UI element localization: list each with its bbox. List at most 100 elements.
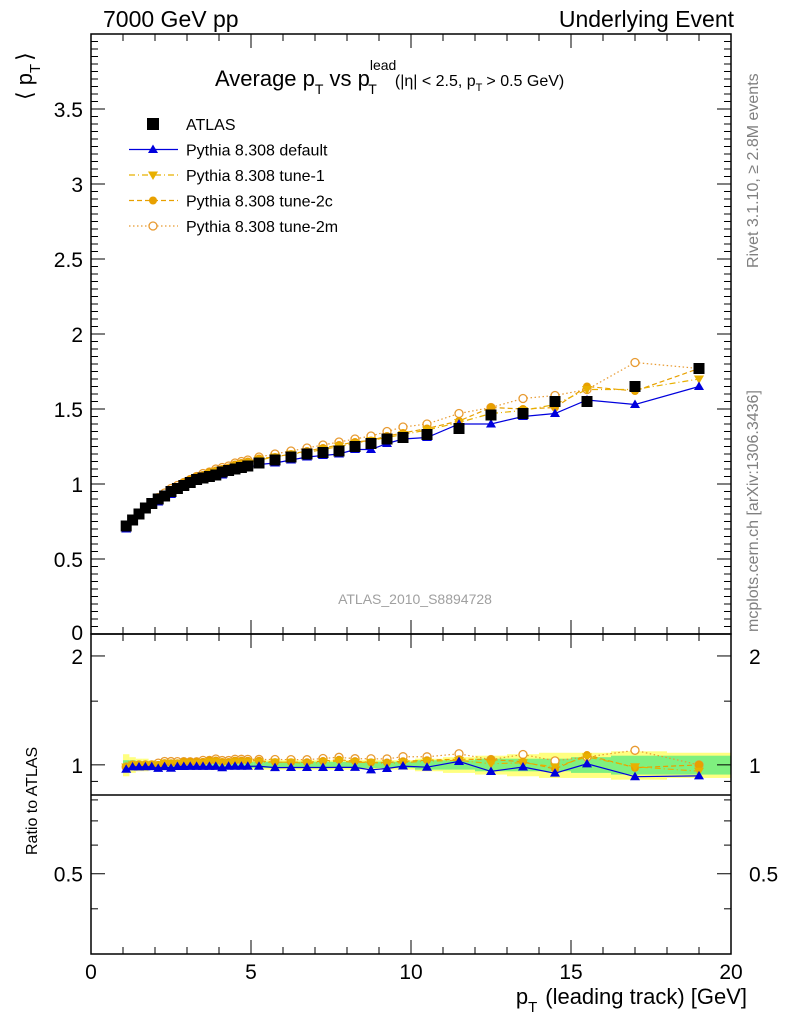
main-y-label-open: ⟨ p bbox=[12, 73, 37, 100]
data-point-atlas bbox=[301, 448, 313, 460]
main-title: Average pT vs plead T (|η| < 2.5, pT > 0.5 G… bbox=[215, 57, 564, 97]
ratio-y-label: Ratio to ATLAS bbox=[24, 747, 41, 855]
ratio-band-inner bbox=[415, 760, 443, 770]
main-title-cuts-sub: T bbox=[476, 82, 483, 94]
ratio-point-default bbox=[210, 761, 221, 770]
legend-label-tune2c: Pythia 8.308 tune-2c bbox=[186, 194, 333, 211]
ratio-point-default bbox=[127, 761, 138, 771]
watermark: ATLAS_2010_S8894728 bbox=[338, 591, 492, 607]
data-point-atlas bbox=[165, 486, 177, 497]
ratio-y-tick-label-left: 0.5 bbox=[54, 864, 83, 887]
legend-label-tune1: Pythia 8.308 tune-1 bbox=[186, 168, 325, 185]
ratio-point-default bbox=[140, 761, 151, 771]
data-point-atlas bbox=[317, 447, 329, 458]
main-y-label-sub: T bbox=[27, 64, 44, 73]
main-title-sup: lead bbox=[370, 57, 396, 73]
ratio-point-default bbox=[398, 761, 408, 770]
main-y-tick-label-zero: 0 bbox=[71, 622, 83, 645]
ratio-point-tune2m bbox=[630, 745, 640, 755]
data-point-default bbox=[630, 399, 640, 408]
main-y-ticks: 0.5 1 1.5 2 2.5 3 3.5 0 bbox=[54, 41, 731, 645]
ratio-point-default bbox=[366, 764, 376, 774]
ratio-y-tick-label-left: 2 bbox=[71, 646, 83, 669]
ratio-point-tune1 bbox=[334, 757, 344, 767]
main-title-vs: vs p bbox=[329, 66, 369, 91]
data-point-atlas bbox=[146, 498, 158, 509]
data-point-atlas bbox=[184, 477, 196, 488]
ratio-plot-frame bbox=[90, 633, 732, 955]
data-point-atlas bbox=[365, 438, 377, 449]
ratio-plot-panel: 0.5 0.5 1 1 2 2 0 5 10 15 20 Ratio to ATLAS pT (le… bbox=[24, 633, 778, 1016]
x-tick-label: 15 bbox=[559, 961, 582, 984]
main-y-tick-label: 1.5 bbox=[54, 399, 83, 422]
ratio-point-default bbox=[159, 761, 170, 771]
ratio-point-default bbox=[518, 762, 528, 771]
data-point-atlas bbox=[549, 396, 561, 407]
main-y-label-close: ⟩ bbox=[12, 52, 37, 61]
x-tick-label: 5 bbox=[245, 961, 257, 984]
ratio-point-tune1 bbox=[550, 763, 560, 772]
ratio-y-tick-label-right: 1 bbox=[749, 755, 761, 778]
data-point-default bbox=[550, 408, 560, 417]
data-point-atlas bbox=[191, 474, 203, 485]
data-point-atlas bbox=[333, 445, 345, 457]
ratio-point-default bbox=[146, 761, 157, 771]
ratio-point-default bbox=[286, 762, 296, 772]
x-axis-label-sub: T bbox=[528, 999, 537, 1016]
ratio-y-tick-label-right: 0.5 bbox=[749, 864, 778, 887]
data-point-atlas bbox=[421, 429, 433, 440]
data-point-atlas bbox=[349, 441, 361, 452]
data-point-atlas bbox=[397, 432, 409, 443]
data-point-atlas bbox=[253, 457, 265, 469]
data-point-atlas bbox=[120, 520, 132, 532]
main-y-tick-label: 2 bbox=[71, 324, 83, 347]
ratio-point-default bbox=[270, 762, 280, 772]
data-point-atlas bbox=[210, 469, 222, 481]
ratio-point-default bbox=[230, 761, 240, 770]
main-title-sub2: T bbox=[368, 81, 377, 97]
x-tick-label: 0 bbox=[85, 961, 97, 984]
ratio-point-default bbox=[318, 762, 328, 771]
data-point-tune1 bbox=[582, 386, 592, 395]
legend: ATLAS Pythia 8.308 default Pythia 8.308 tu… bbox=[129, 117, 338, 236]
ratio-point-default bbox=[121, 764, 132, 773]
data-point-default bbox=[486, 419, 496, 428]
ratio-point-default bbox=[254, 761, 264, 770]
data-point-atlas bbox=[216, 466, 228, 478]
data-point-atlas bbox=[133, 508, 145, 520]
x-axis-label: pT (leading track) [GeV] bbox=[516, 984, 747, 1016]
main-title-cuts-end: > 0.5 GeV) bbox=[486, 73, 564, 90]
header-right-label: Underlying Event bbox=[558, 6, 734, 32]
legend-marker-tune1 bbox=[148, 171, 158, 180]
ratio-point-default bbox=[236, 761, 247, 770]
ratio-point-tune1 bbox=[366, 758, 376, 768]
legend-marker-tune2c bbox=[149, 196, 157, 205]
series-line-tune2m bbox=[125, 361, 700, 528]
ratio-y-tick-label-left: 1 bbox=[71, 755, 83, 778]
ratio-point-default bbox=[223, 761, 234, 770]
data-point-atlas bbox=[269, 454, 281, 466]
ratio-point-default bbox=[630, 771, 640, 781]
data-point-atlas bbox=[229, 463, 241, 475]
data-point-atlas bbox=[197, 472, 209, 484]
data-point-atlas bbox=[235, 462, 247, 473]
data-point-tune2m bbox=[454, 408, 464, 419]
data-point-atlas bbox=[581, 396, 593, 407]
ratio-point-tune2c bbox=[695, 760, 703, 769]
ratio-point-tune1 bbox=[486, 760, 496, 769]
data-point-atlas bbox=[453, 423, 465, 434]
data-point-tune1 bbox=[694, 375, 704, 384]
main-y-tick-label: 2.5 bbox=[54, 249, 83, 272]
ratio-band-inner bbox=[611, 755, 667, 775]
data-point-atlas bbox=[171, 483, 183, 494]
main-y-tick-label: 3 bbox=[71, 174, 83, 197]
legend-label-tune2m: Pythia 8.308 tune-2m bbox=[186, 219, 338, 236]
data-point-atlas bbox=[203, 471, 215, 482]
ratio-point-default bbox=[382, 763, 392, 773]
main-y-label: ⟨ pT ⟩ bbox=[12, 52, 44, 100]
data-point-atlas bbox=[127, 514, 139, 526]
series-line-tune1 bbox=[125, 378, 700, 528]
ratio-y-tick-label-right: 2 bbox=[749, 646, 761, 669]
ratio-point-default bbox=[185, 761, 196, 770]
